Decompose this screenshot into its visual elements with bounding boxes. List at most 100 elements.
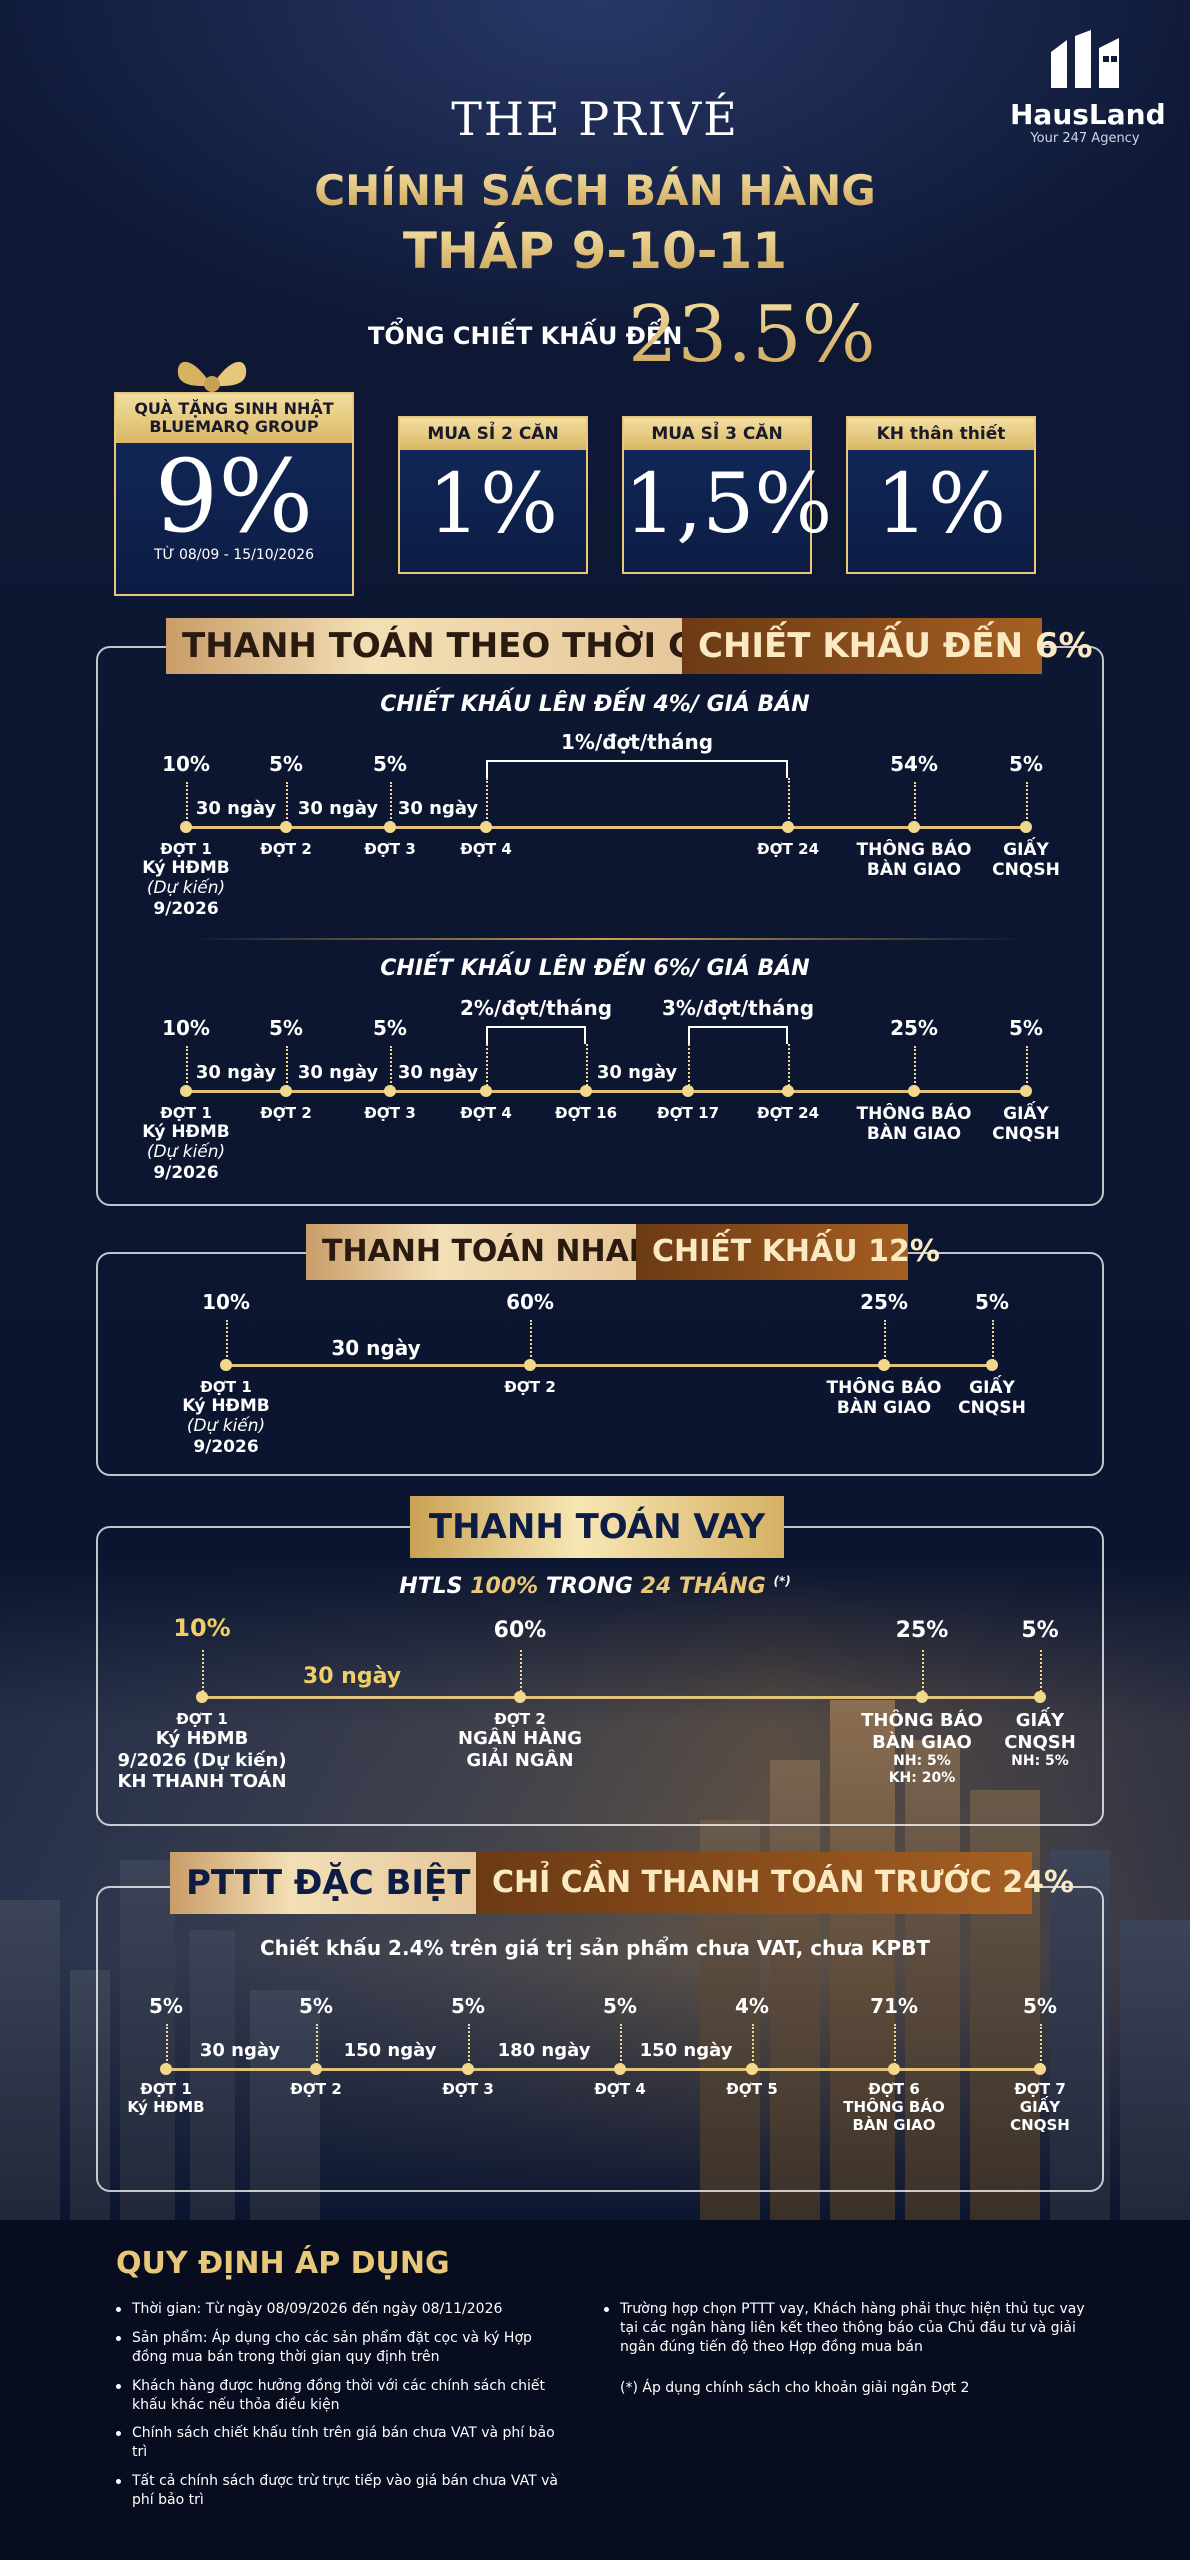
loan-subtitle-part: HTLS xyxy=(399,1574,463,1599)
plan1-gap: 30 ngày xyxy=(195,798,277,819)
stage-label: THÔNG BÁO xyxy=(861,1710,983,1731)
plan1-stage-dot xyxy=(280,821,292,833)
special-stage-5: ĐỢT 5 xyxy=(726,2080,778,2098)
total-discount-label: TỔNG CHIẾT KHẤU ĐẾN xyxy=(368,322,683,350)
page-title: CHÍNH SÁCH BÁN HÀNG xyxy=(0,166,1190,215)
discount-card-birthday: QUÀ TẶNG SINH NHẬT BLUEMARQ GROUP 9% TỪ … xyxy=(114,392,354,596)
fast-timeline xyxy=(226,1364,992,1367)
plan2-gap: 30 ngày xyxy=(297,1062,379,1083)
special-stage-dot xyxy=(888,2063,900,2075)
tick xyxy=(202,1650,204,1696)
tick xyxy=(752,2024,754,2068)
rules-title: QUY ĐỊNH ÁP DỤNG xyxy=(116,2246,450,2281)
stage-date: 9/2026 xyxy=(153,898,219,919)
plan1-bracket xyxy=(486,760,788,778)
plan1-stage-certificate: GIẤY CNQSH xyxy=(992,840,1060,881)
plan1-percent: 5% xyxy=(1009,752,1043,776)
plan1-stage-3: ĐỢT 3 xyxy=(364,840,416,858)
special-stage-6: ĐỢT 6 THÔNG BÁO BÀN GIAO xyxy=(843,2080,944,2134)
plan2-gap: 30 ngày xyxy=(397,1062,479,1083)
loan-percent: 60% xyxy=(493,1618,547,1643)
discount-card-loyal: KH thân thiết 1% xyxy=(846,416,1036,574)
tick xyxy=(316,2024,318,2068)
fast-stage-2: ĐỢT 2 xyxy=(504,1378,556,1396)
special-gap: 150 ngày xyxy=(343,2040,437,2061)
tick xyxy=(788,778,790,826)
special-gap: 30 ngày xyxy=(199,2040,281,2061)
rule-item: Khách hàng được hưởng đồng thời với các … xyxy=(116,2377,566,2415)
plan1-bracket-label: 1%/đợt/tháng xyxy=(560,730,714,754)
logo-name: HausLand xyxy=(1010,98,1166,131)
loan-percent: 25% xyxy=(895,1618,949,1643)
fast-percent: 5% xyxy=(975,1290,1009,1314)
page-subtitle: THÁP 9-10-11 xyxy=(0,222,1190,280)
special-percent: 5% xyxy=(603,1994,637,2018)
fast-stage-certificate: GIẤY CNQSH xyxy=(958,1378,1026,1419)
loan-stage-dot xyxy=(1034,1691,1046,1703)
plan1-stage-dot xyxy=(180,821,192,833)
stage-label: ĐỢT 1 xyxy=(160,840,212,858)
special-percent: 5% xyxy=(149,1994,183,2018)
loan-percent: 10% xyxy=(173,1614,231,1642)
stage-label: Ký HĐMB xyxy=(142,858,230,878)
plan2-gap: 30 ngày xyxy=(596,1062,678,1083)
stage-label: Ký HĐMB xyxy=(142,1122,230,1142)
stage-label: CNQSH xyxy=(1010,2116,1070,2134)
building xyxy=(1120,1920,1190,2220)
stage-label: GIẤY xyxy=(1019,2098,1061,2116)
stage-label: ĐỢT 1 xyxy=(176,1710,228,1728)
plan2-percent: 5% xyxy=(269,1016,303,1040)
building xyxy=(190,1930,235,2220)
plan2-bracket-1 xyxy=(486,1026,586,1044)
building xyxy=(770,1760,820,2220)
rules-list-left: Thời gian: Từ ngày 08/09/2026 đến ngày 0… xyxy=(116,2300,566,2520)
rule-item: Tất cả chính sách được trừ trực tiếp vào… xyxy=(116,2472,566,2510)
stage-label: ĐỢT 6 xyxy=(868,2080,920,2098)
plan1-percent: 10% xyxy=(162,752,210,776)
tick xyxy=(520,1650,522,1696)
divider xyxy=(186,938,1026,940)
special-stage-dot xyxy=(1034,2063,1046,2075)
stage-label: BÀN GIAO xyxy=(852,2116,936,2134)
tick xyxy=(530,1320,532,1364)
special-subtitle: Chiết khấu 2.4% trên giá trị sản phẩm ch… xyxy=(259,1936,931,1960)
stage-expected: (Dự kiến) xyxy=(186,1416,266,1437)
tick xyxy=(226,1320,228,1364)
tick xyxy=(992,1320,994,1364)
special-stage-dot xyxy=(746,2063,758,2075)
plan2-stage-2: ĐỢT 2 xyxy=(260,1104,312,1122)
plan2-gap: 30 ngày xyxy=(195,1062,277,1083)
stage-date: 9/2026 xyxy=(193,1436,259,1457)
tick xyxy=(586,1044,588,1090)
discount-card-value: 9% xyxy=(154,437,314,555)
stage-label: GIẢI NGÂN xyxy=(466,1749,574,1771)
section-fast-payment-tag: THANH TOÁN NHANH xyxy=(306,1224,679,1280)
plan2-stage-dot xyxy=(384,1085,396,1097)
plan1-stage-24: ĐỢT 24 xyxy=(757,840,819,858)
plan2-stage-24: ĐỢT 24 xyxy=(757,1104,819,1122)
tick xyxy=(186,782,188,826)
tick xyxy=(1040,1650,1042,1696)
loan-timeline xyxy=(202,1696,1040,1699)
stage-label: Ký HĐMB xyxy=(155,1728,249,1749)
plan2-stage-17: ĐỢT 17 xyxy=(657,1104,719,1122)
hausland-logo: HausLand Your 247 Agency xyxy=(1010,30,1166,146)
plan1-stage-dot xyxy=(1020,821,1032,833)
tick xyxy=(286,782,288,826)
tick xyxy=(1040,2024,1042,2068)
tick xyxy=(486,778,488,826)
special-gap: 150 ngày xyxy=(639,2040,733,2061)
discount-card-label: QUÀ TẶNG SINH NHẬT BLUEMARQ GROUP xyxy=(116,394,352,443)
plan2-bracket-1-label: 2%/đợt/tháng xyxy=(459,996,613,1020)
stage-label: THÔNG BÁO xyxy=(856,1104,972,1124)
stage-label: CNQSH xyxy=(992,860,1060,881)
plan1-stage-dot xyxy=(908,821,920,833)
special-stage-dot xyxy=(462,2063,474,2075)
fast-stage-dot xyxy=(986,1359,998,1371)
plan1-timeline xyxy=(186,826,1026,829)
tick xyxy=(914,1046,916,1090)
plan2-stage-4: ĐỢT 4 xyxy=(460,1104,512,1122)
tick xyxy=(922,1650,924,1696)
plan2-stage-dot xyxy=(580,1085,592,1097)
stage-expected: (Dự kiến) xyxy=(146,1142,226,1163)
